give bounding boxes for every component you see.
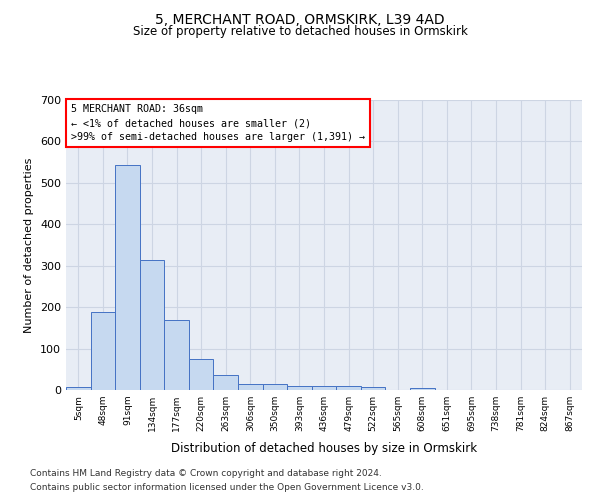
Bar [312,386,336,390]
Bar [336,386,361,390]
Bar [115,165,140,390]
Bar [263,384,287,390]
Y-axis label: Number of detached properties: Number of detached properties [25,158,34,332]
Bar [214,374,238,390]
Bar [140,260,164,390]
X-axis label: Distribution of detached houses by size in Ormskirk: Distribution of detached houses by size … [171,442,477,456]
Bar [287,386,312,390]
Bar [410,388,434,390]
Text: 5, MERCHANT ROAD, ORMSKIRK, L39 4AD: 5, MERCHANT ROAD, ORMSKIRK, L39 4AD [155,12,445,26]
Bar [189,358,214,390]
Text: 5 MERCHANT ROAD: 36sqm
← <1% of detached houses are smaller (2)
>99% of semi-det: 5 MERCHANT ROAD: 36sqm ← <1% of detached… [71,104,365,142]
Text: Size of property relative to detached houses in Ormskirk: Size of property relative to detached ho… [133,25,467,38]
Bar [66,387,91,390]
Bar [238,384,263,390]
Bar [361,387,385,390]
Bar [164,320,189,390]
Bar [91,312,115,390]
Text: Contains public sector information licensed under the Open Government Licence v3: Contains public sector information licen… [30,484,424,492]
Text: Contains HM Land Registry data © Crown copyright and database right 2024.: Contains HM Land Registry data © Crown c… [30,468,382,477]
